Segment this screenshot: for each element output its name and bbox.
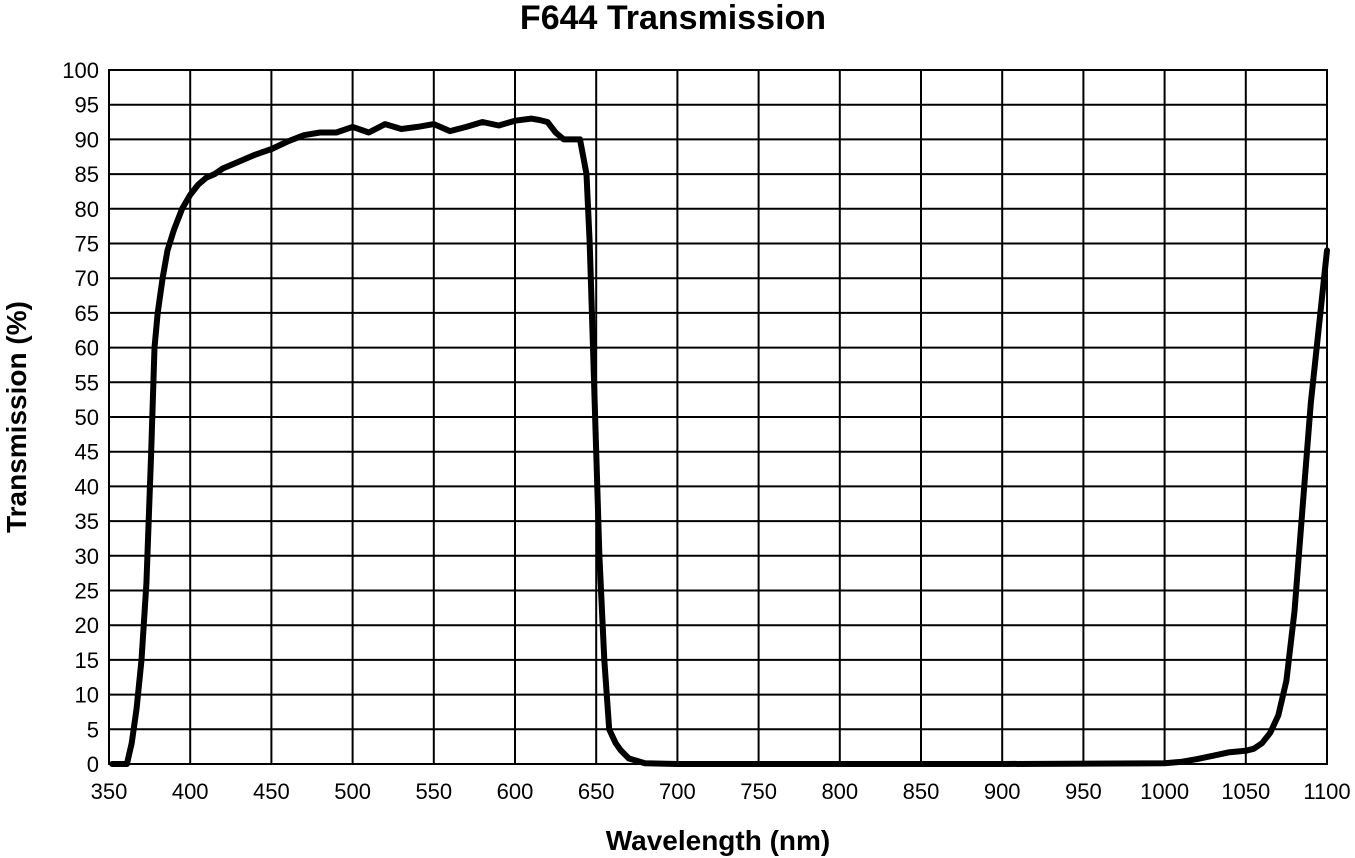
x-tick-label: 850: [903, 779, 940, 804]
x-tick-label: 800: [821, 779, 858, 804]
x-tick-label: 400: [172, 779, 209, 804]
x-axis-tick-labels: 350 400 450 500 550 600 650 700 750 800 850 900 950 1…: [91, 779, 1351, 804]
x-tick-label: 1100: [1303, 779, 1350, 804]
y-tick-label: 100: [62, 58, 99, 83]
y-tick-label: 60: [75, 336, 99, 361]
x-axis-title: Wavelength (nm): [606, 825, 831, 856]
y-tick-label: 65: [75, 301, 99, 326]
x-tick-label: 650: [578, 779, 615, 804]
x-tick-label: 750: [740, 779, 777, 804]
y-tick-label: 10: [75, 683, 99, 708]
y-tick-label: 15: [75, 648, 99, 673]
y-tick-label: 30: [75, 544, 99, 569]
x-tick-label: 350: [91, 779, 128, 804]
y-axis-tick-labels: 0 5 10 15 20 25 30 35 40 45 50 55 60 65 70 75 80 85 90 95 10…: [62, 58, 99, 777]
y-tick-label: 55: [75, 370, 99, 395]
y-tick-label: 50: [75, 405, 99, 430]
x-tick-label: 500: [334, 779, 371, 804]
y-tick-label: 75: [75, 232, 99, 257]
y-tick-label: 40: [75, 474, 99, 499]
y-tick-label: 85: [75, 162, 99, 187]
x-tick-label: 450: [253, 779, 290, 804]
x-tick-label: 1050: [1221, 779, 1270, 804]
y-tick-label: 70: [75, 266, 99, 291]
y-tick-label: 35: [75, 509, 99, 534]
x-tick-label: 600: [497, 779, 534, 804]
x-tick-label: 950: [1065, 779, 1102, 804]
x-tick-label: 1000: [1140, 779, 1189, 804]
grid-lines: [108, 69, 1328, 765]
y-tick-label: 80: [75, 197, 99, 222]
y-tick-label: 20: [75, 613, 99, 638]
x-tick-label: 550: [415, 779, 452, 804]
y-tick-label: 25: [75, 579, 99, 604]
y-tick-label: 95: [75, 93, 99, 118]
chart-title: F644 Transmission: [520, 0, 826, 37]
y-tick-label: 0: [87, 752, 99, 777]
y-tick-label: 45: [75, 440, 99, 465]
x-tick-label: 900: [984, 779, 1021, 804]
y-tick-label: 90: [75, 127, 99, 152]
transmission-curve: [109, 115, 1330, 767]
y-tick-label: 5: [87, 717, 99, 742]
y-axis-title: Transmission (%): [1, 301, 32, 533]
x-tick-label: 700: [659, 779, 696, 804]
